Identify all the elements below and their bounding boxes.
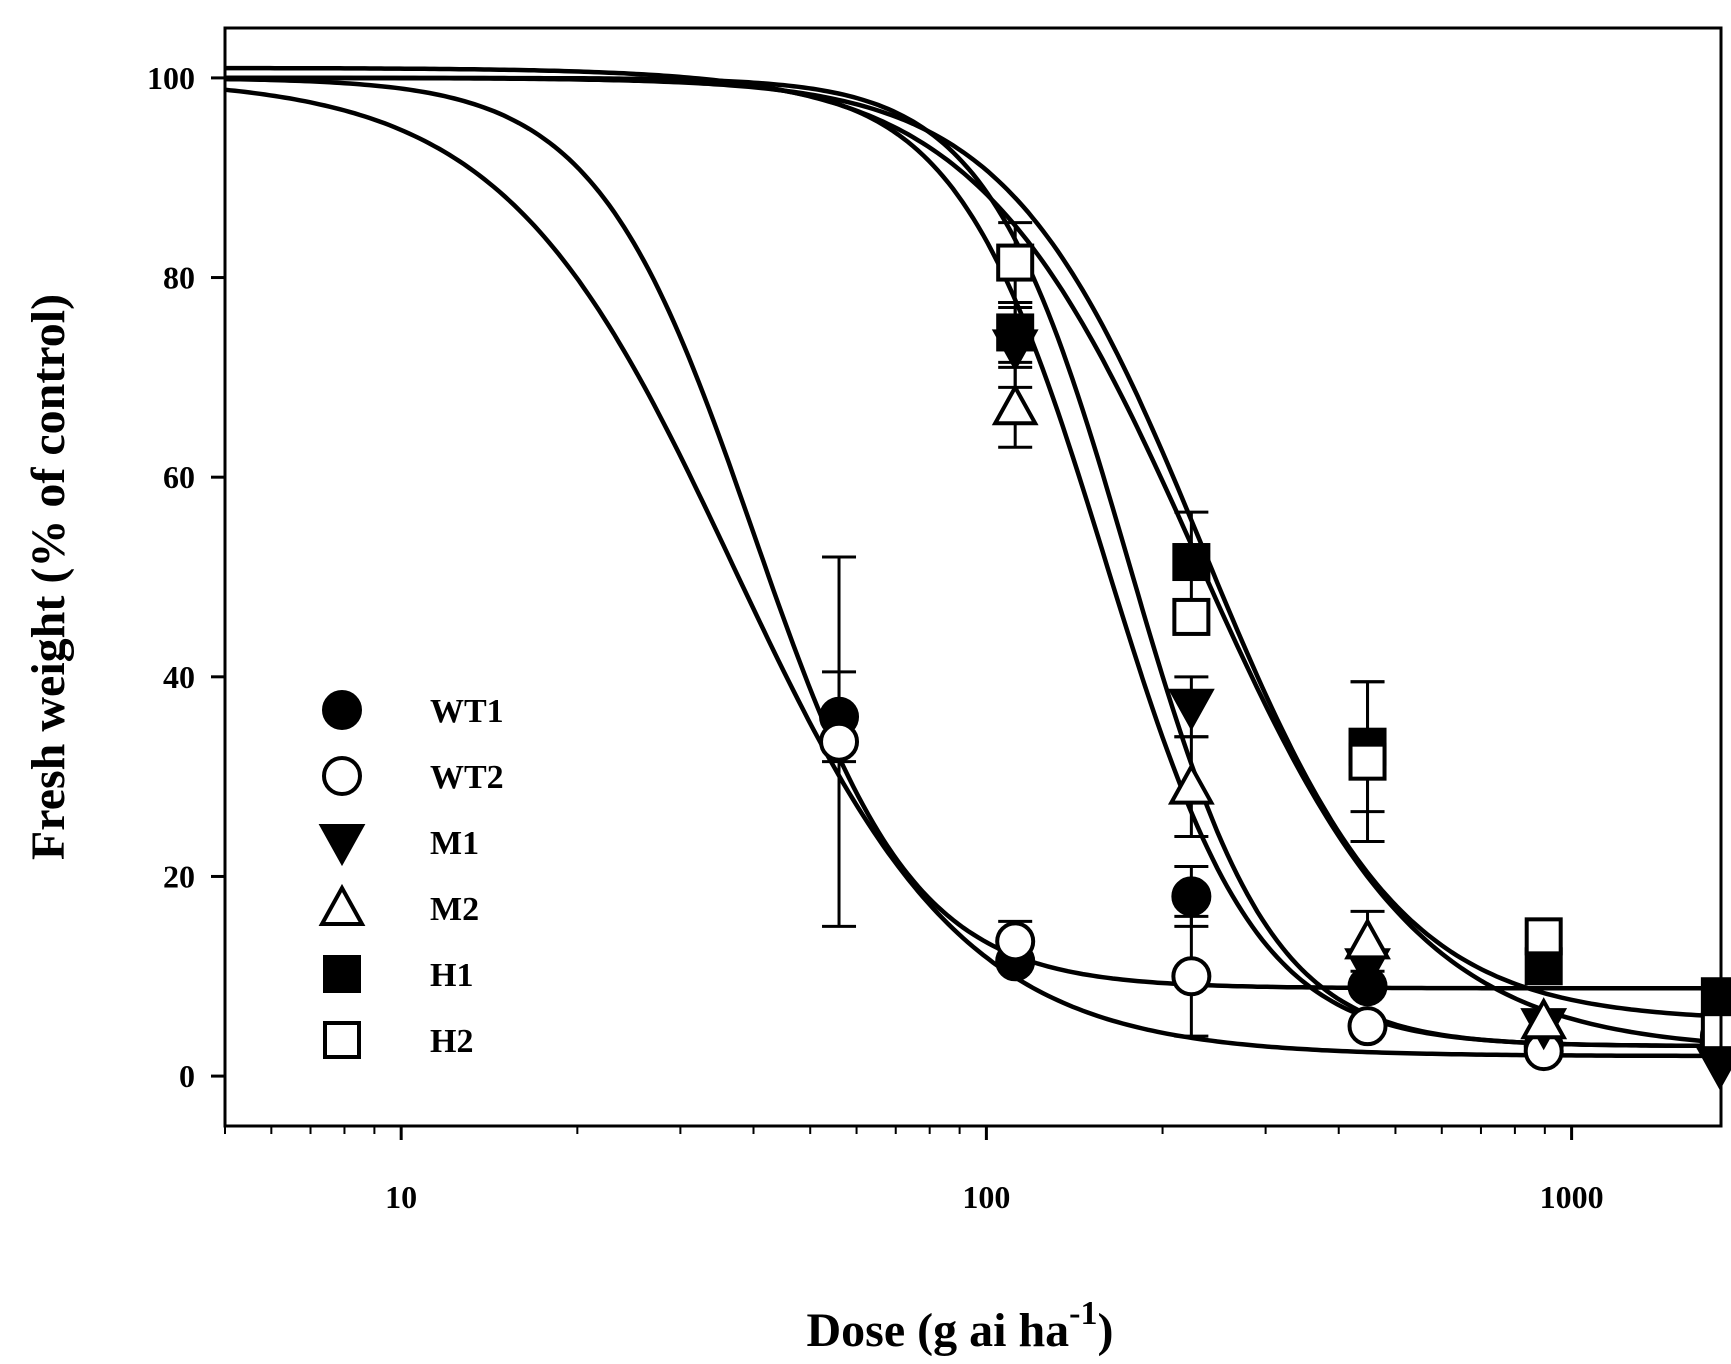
x-tick-label-100: 100: [962, 1179, 1010, 1215]
y-tick-label-0: 0: [179, 1058, 195, 1094]
fit-curve-wt1: [224, 76, 1721, 991]
point-wt1-224: [1171, 876, 1212, 917]
legend-marker-m2: [318, 883, 366, 926]
point-h2-112: [996, 243, 1035, 282]
y-tick-label-60: 60: [163, 459, 195, 495]
fit-curve-h1: [225, 75, 1722, 1019]
fit-curve-h2: [225, 65, 1722, 1045]
point-m2-112: [991, 383, 1039, 426]
point-h1-224: [1172, 543, 1211, 582]
legend-label-wt2: WT2: [430, 759, 504, 796]
y-tick-label-40: 40: [163, 659, 195, 695]
data-points: [819, 243, 1731, 1091]
legend-label-h1: H1: [430, 957, 473, 994]
legend-label-wt1: WT1: [430, 693, 504, 730]
y-axis: 0 20 40 60 80 100: [147, 60, 225, 1094]
point-h2-896: [1524, 917, 1563, 956]
point-wt2-224: [1171, 956, 1212, 997]
point-h1-1792: [1700, 977, 1731, 1016]
x-tick-label-10: 10: [385, 1179, 417, 1215]
fit-curves: [224, 65, 1722, 1059]
legend-marker-h2: [323, 1021, 361, 1059]
x-axis-title-main: Dose (g ai ha: [807, 1304, 1070, 1357]
point-m1-224: [1167, 688, 1215, 731]
legend-label-m2: M2: [430, 891, 479, 928]
x-axis: 10 100 1000: [224, 1126, 1604, 1215]
point-wt2-112: [995, 921, 1036, 962]
point-m2-448: [1344, 917, 1391, 960]
point-h2-224: [1172, 597, 1211, 636]
legend-label-h2: H2: [430, 1023, 473, 1060]
point-wt2-448: [1347, 1006, 1388, 1047]
legend-label-m1: M1: [430, 825, 479, 862]
x-axis-title-close: ): [1098, 1304, 1114, 1357]
y-axis-title: Fresh weight (% of control): [22, 294, 75, 860]
y-tick-label-20: 20: [163, 858, 195, 894]
point-h2-1792: [1700, 1012, 1731, 1051]
x-axis-title-superscript: -1: [1069, 1295, 1097, 1332]
x-axis-title: Dose (g ai ha-1): [807, 1295, 1114, 1357]
legend: WT1 WT2 M1 M2 H1 H2: [318, 690, 504, 1060]
legend-marker-wt1: [322, 690, 362, 730]
plot-frame: [223, 26, 1723, 1128]
fit-curve-wt2: [224, 87, 1721, 1059]
legend-marker-wt2: [322, 756, 362, 796]
point-wt2-56: [819, 721, 860, 762]
point-h2-448: [1348, 742, 1387, 781]
y-tick-label-100: 100: [147, 60, 195, 96]
y-tick-label-80: 80: [163, 260, 195, 296]
legend-marker-m1: [318, 824, 366, 867]
point-h1-112: [996, 313, 1035, 352]
x-tick-label-1000: 1000: [1540, 1179, 1604, 1215]
legend-marker-h1: [323, 955, 361, 993]
point-m2-224: [1167, 762, 1215, 805]
point-m2-896: [1520, 997, 1568, 1040]
